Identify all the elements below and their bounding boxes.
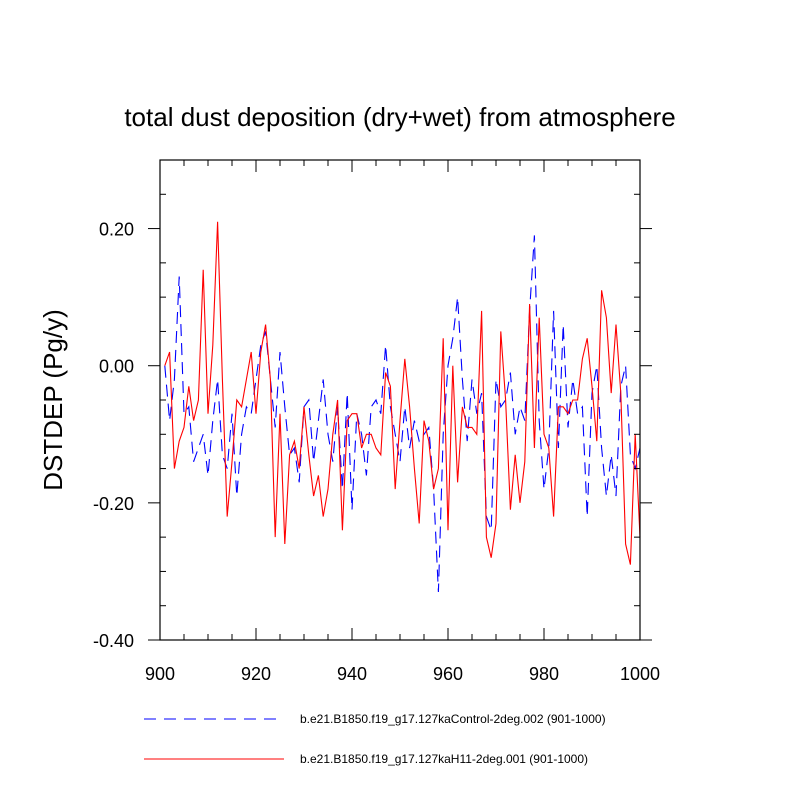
legend-label-2: b.e21.B1850.f19_g17.127kaH11-2deg.001 (9… <box>300 752 588 766</box>
x-tick-label: 900 <box>145 664 175 684</box>
y-tick-label: 0.20 <box>99 220 134 240</box>
x-tick-label: 980 <box>529 664 559 684</box>
y-tick-label: -0.40 <box>93 631 134 651</box>
x-tick-label: 960 <box>433 664 463 684</box>
x-tick-label: 1000 <box>620 664 660 684</box>
series-layer <box>164 221 641 593</box>
y-tick-label: -0.20 <box>93 494 134 514</box>
chart-title: total dust deposition (dry+wet) from atm… <box>124 102 675 132</box>
plot-frame <box>159 159 641 641</box>
x-tick-label: 920 <box>241 664 271 684</box>
series-line-2 <box>164 221 641 565</box>
y-axis-label: DSTDEP (Pg/y) <box>38 309 68 491</box>
axis-layer: 900 920 940 960 980 1000 -0.40 -0.20 0.00 0.20 <box>93 159 660 684</box>
x-tick-label: 940 <box>337 664 367 684</box>
series-line-1 <box>164 235 641 593</box>
y-tick-label: 0.00 <box>99 357 134 377</box>
legend: b.e21.B1850.f19_g17.127kaControl-2deg.00… <box>144 712 606 766</box>
legend-label-1: b.e21.B1850.f19_g17.127kaControl-2deg.00… <box>300 712 606 726</box>
